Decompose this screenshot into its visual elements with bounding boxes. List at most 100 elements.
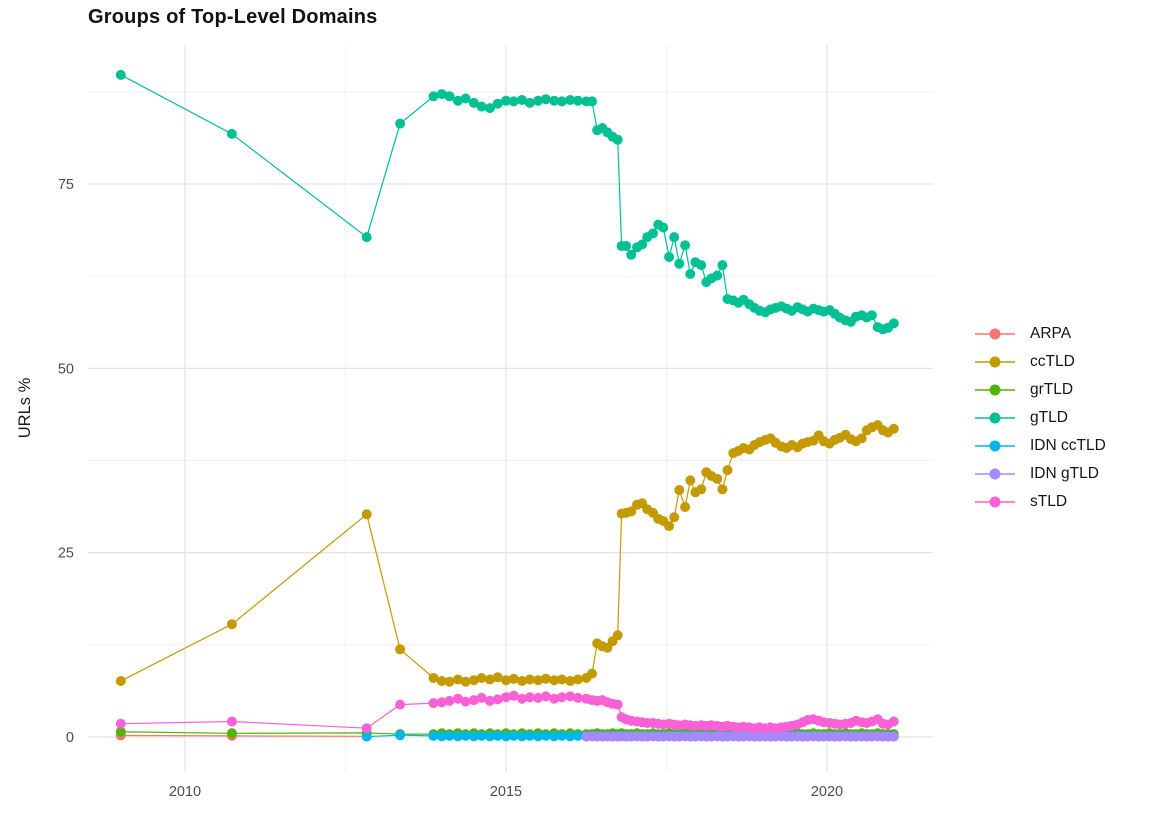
data-point-stld (428, 698, 439, 709)
data-point-gtld (115, 69, 126, 80)
y-axis-tick-label: 50 (58, 361, 74, 377)
data-point-gtld (361, 232, 372, 243)
data-point-gtld (517, 95, 527, 105)
x-axis-tick-label: 2020 (811, 784, 843, 800)
data-point-grtld (226, 728, 237, 739)
legend-key-dot (989, 496, 1001, 508)
data-point-idn-cctld (476, 730, 487, 741)
legend-key-icon (975, 412, 1015, 424)
data-point-stld (476, 692, 487, 703)
data-point-cctld (674, 485, 685, 495)
data-point-stld (468, 695, 479, 706)
data-point-gtld (669, 232, 680, 243)
legend-key-icon (975, 356, 1015, 368)
data-point-gtld (549, 95, 560, 106)
data-point-cctld (680, 502, 691, 512)
data-point-cctld (712, 473, 723, 484)
data-point-gtld (565, 95, 576, 105)
data-point-cctld (460, 676, 471, 687)
data-point-stld (508, 690, 519, 701)
chart-title: Groups of Top-Level Domains (88, 6, 378, 28)
data-point-cctld (888, 423, 899, 434)
legend-key-dot (989, 440, 1001, 452)
data-point-stld (524, 692, 535, 703)
data-point-idn-cctld (436, 731, 447, 742)
data-point-stld (549, 693, 560, 704)
legend-key-dot (989, 412, 1001, 424)
data-point-idn-cctld (460, 730, 471, 741)
data-point-cctld (484, 674, 495, 685)
data-point-stld (226, 716, 237, 727)
data-point-gtld (626, 249, 637, 260)
data-point-stld (888, 716, 899, 727)
data-point-cctld (722, 465, 733, 476)
legend-label: grTLD (1030, 381, 1074, 398)
data-point-idn-cctld (492, 730, 503, 741)
data-point-cctld (540, 673, 551, 684)
data-point-gtld (460, 93, 471, 104)
data-point-cctld (226, 619, 237, 630)
legend-item-idn-cctld: IDN ccTLD (974, 432, 1106, 460)
data-point-cctld (612, 630, 623, 641)
legend-label: ARPA (1030, 325, 1072, 342)
data-point-cctld (468, 675, 479, 686)
data-point-gtld (501, 95, 511, 106)
data-point-stld (115, 718, 126, 729)
data-point-cctld (572, 674, 583, 685)
y-axis-title: URLs % (16, 377, 34, 438)
data-point-idn-cctld (501, 731, 511, 742)
data-point-gtld (395, 118, 406, 129)
data-point-gtld (444, 91, 455, 102)
data-point-gtld (712, 270, 723, 281)
data-point-gtld (637, 239, 648, 250)
legend: ARPA ccTLD grTLD gTLD IDN ccTLD IDN gTLD sTLD (974, 320, 1106, 516)
data-point-cctld (533, 675, 544, 686)
y-axis-tick-label: 0 (66, 730, 74, 746)
legend-key-icon (975, 468, 1015, 480)
data-point-cctld (549, 675, 560, 686)
legend-key-icon (975, 328, 1015, 340)
data-point-cctld (452, 674, 463, 685)
data-point-idn-cctld (508, 730, 519, 741)
data-point-stld (533, 692, 544, 703)
data-point-cctld (856, 433, 867, 444)
data-point-stld (484, 695, 495, 706)
data-point-gtld (468, 97, 479, 108)
data-point-gtld (648, 228, 658, 239)
data-point-idn-cctld (549, 731, 560, 742)
data-point-gtld (621, 241, 632, 251)
data-point-cctld (517, 676, 527, 686)
data-point-cctld (436, 676, 447, 686)
legend-label: IDN ccTLD (1030, 437, 1106, 454)
data-point-stld (395, 699, 406, 710)
data-point-cctld (664, 521, 675, 532)
data-point-gtld (685, 269, 696, 279)
data-point-idn-cctld (484, 731, 495, 742)
data-point-cctld (444, 676, 455, 687)
data-point-idn-cctld (361, 731, 372, 742)
data-point-idn-cctld (395, 730, 406, 741)
legend-label: gTLD (1030, 409, 1068, 426)
data-point-gtld (612, 134, 623, 145)
data-point-gtld (556, 96, 567, 107)
data-point-cctld (565, 676, 576, 686)
data-point-gtld (508, 96, 519, 107)
data-point-idn-cctld (444, 730, 455, 741)
data-point-gtld (226, 128, 237, 139)
data-point-cctld (524, 674, 535, 685)
data-point-stld (556, 692, 567, 703)
data-point-cctld (476, 673, 487, 683)
data-point-cctld (492, 672, 503, 683)
data-point-gtld (717, 260, 728, 271)
series-line-arpa (120, 734, 367, 737)
legend-label: ccTLD (1030, 353, 1075, 370)
legend-key-icon (975, 384, 1015, 396)
data-point-idn-cctld (524, 730, 535, 741)
data-point-idn-cctld (572, 730, 583, 741)
data-point-cctld (361, 509, 372, 520)
data-point-cctld (428, 673, 439, 683)
data-point-cctld (501, 675, 511, 686)
data-point-stld (444, 695, 455, 706)
legend-key-dot (989, 328, 1001, 340)
